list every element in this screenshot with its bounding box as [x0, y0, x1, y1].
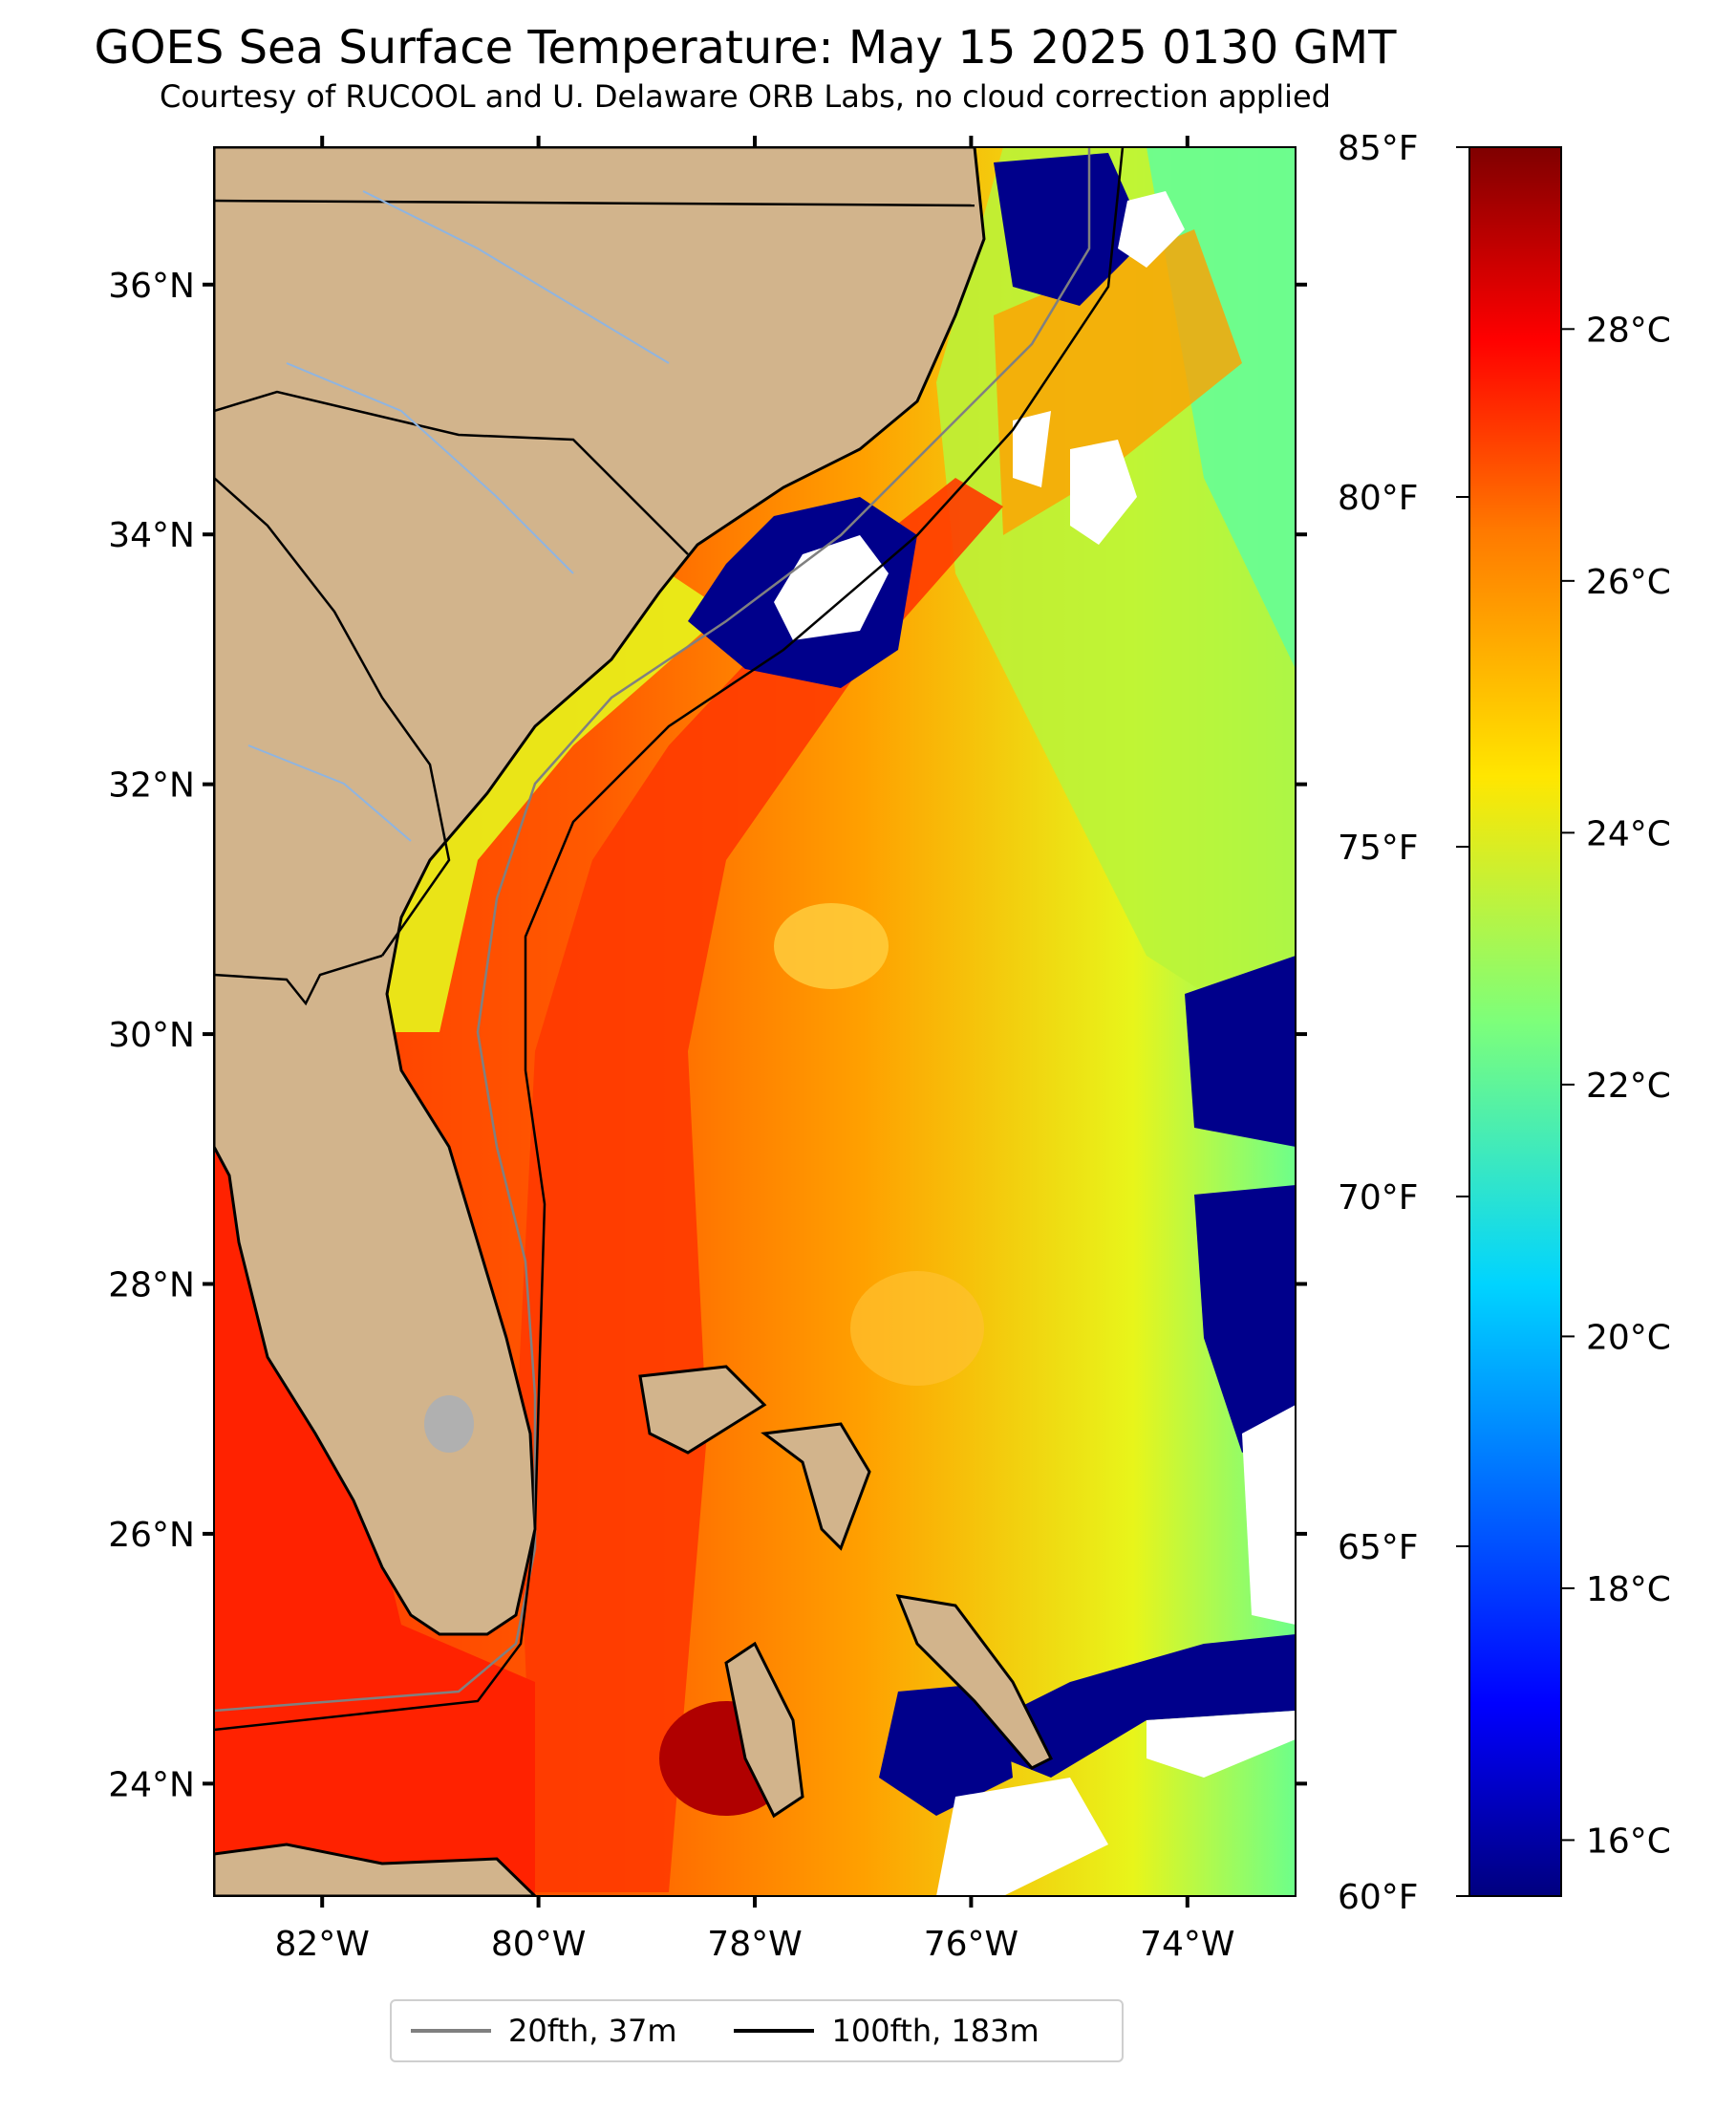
state-border	[214, 954, 383, 1006]
isobath-100fth	[214, 147, 1125, 1732]
abaco-island	[761, 1422, 871, 1551]
river	[286, 362, 574, 574]
celsius-tick-label: 24°C	[1586, 814, 1671, 853]
grand-bahama-island	[638, 1365, 767, 1455]
lat-tick-label: 28°N	[108, 1266, 195, 1305]
cloud-mask	[1013, 411, 1051, 487]
celsius-tick-label: 20°C	[1586, 1318, 1671, 1357]
lon-tick-label: 80°W	[491, 1925, 586, 1964]
lat-tick-label: 24°N	[108, 1765, 195, 1804]
lon-tick-label: 74°W	[1140, 1925, 1234, 1964]
andros-island	[724, 1641, 804, 1819]
cold-patch	[1194, 1185, 1296, 1453]
cloud-mask	[774, 535, 889, 640]
fahrenheit-tick-label: 85°F	[1338, 129, 1419, 168]
us-southeast-land	[214, 147, 986, 1636]
lat-tick-label: 30°N	[108, 1016, 195, 1055]
fahrenheit-tick-label: 70°F	[1338, 1178, 1419, 1218]
lake-okeechobee	[424, 1395, 474, 1453]
celsius-tick-label: 16°C	[1586, 1822, 1671, 1861]
cloud-mask	[1070, 440, 1137, 545]
cloud-mask	[1147, 1711, 1296, 1778]
lon-tick-label: 82°W	[274, 1925, 369, 1964]
fahrenheit-ticks: 85°F 80°F 75°F 70°F 65°F 60°F	[1338, 129, 1469, 1917]
cloud-mask	[936, 1778, 1108, 1896]
legend-label-100fth: 100fth, 183m	[831, 2013, 1039, 2049]
cold-patch	[994, 153, 1147, 306]
eleuthera-island	[895, 1594, 1054, 1770]
colorbar	[1468, 146, 1562, 1897]
fahrenheit-tick-label: 60°F	[1338, 1878, 1419, 1917]
legend-line-100fth	[734, 2029, 815, 2033]
celsius-tick-label: 22°C	[1586, 1067, 1671, 1106]
lat-tick-label: 26°N	[108, 1516, 195, 1555]
cloud-mask	[1118, 191, 1185, 268]
fahrenheit-tick-label: 65°F	[1338, 1528, 1419, 1567]
warm-eddy-south	[850, 1271, 984, 1386]
river	[362, 190, 670, 364]
cuba-land	[214, 1843, 538, 1896]
legend-label-20fth: 20fth, 37m	[508, 2013, 677, 2049]
cold-patch	[1185, 956, 1296, 1147]
river	[247, 744, 412, 842]
latitude-ticks: 36°N 34°N 32°N 30°N 28°N 26°N 24°N	[108, 267, 1307, 1804]
lat-tick-label: 36°N	[108, 267, 195, 306]
legend-item-20fth: 20fth, 37m	[411, 2013, 676, 2049]
lat-tick-label: 32°N	[108, 766, 195, 806]
cold-patch	[879, 1682, 1013, 1816]
celsius-tick-label: 28°C	[1586, 311, 1671, 350]
cloud-mask	[1242, 1405, 1296, 1625]
state-border	[214, 199, 975, 207]
legend: 20fth, 37m 100fth, 183m	[390, 1999, 1124, 2062]
longitude-ticks: 82°W 80°W 78°W 76°W 74°W	[274, 136, 1235, 1964]
map-subtitle: Courtesy of RUCOOL and U. Delaware ORB L…	[160, 78, 1331, 115]
map-title: GOES Sea Surface Temperature: May 15 202…	[94, 21, 1397, 75]
state-border	[214, 477, 451, 957]
fahrenheit-tick-label: 80°F	[1338, 479, 1419, 518]
lon-tick-label: 76°W	[924, 1925, 1018, 1964]
legend-item-100fth: 100fth, 183m	[734, 2013, 1039, 2049]
lat-tick-label: 34°N	[108, 516, 195, 555]
legend-line-20fth	[411, 2029, 491, 2033]
celsius-ticks: 28°C 26°C 24°C 22°C 20°C 18°C 16°C	[1561, 311, 1671, 1861]
celsius-tick-label: 26°C	[1586, 563, 1671, 602]
celsius-tick-label: 18°C	[1586, 1570, 1671, 1609]
state-border	[214, 390, 689, 555]
fahrenheit-tick-label: 75°F	[1338, 829, 1419, 868]
warm-eddy	[774, 903, 889, 989]
gulf-stream	[516, 478, 1003, 1892]
lon-tick-label: 78°W	[707, 1925, 802, 1964]
map-area	[214, 147, 1296, 1896]
